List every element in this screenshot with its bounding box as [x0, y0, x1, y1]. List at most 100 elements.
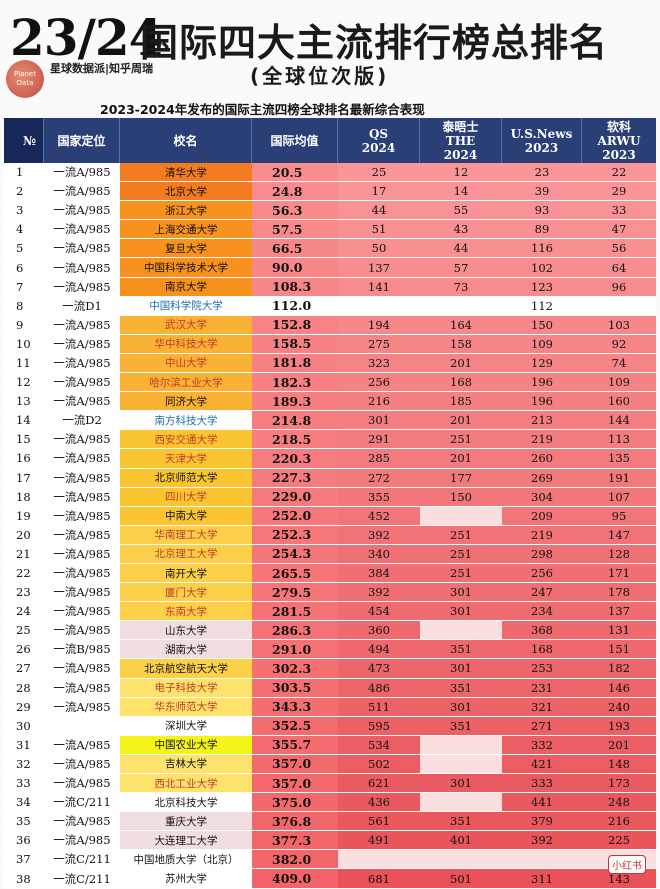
cell-arwu: 160 [582, 392, 656, 411]
cell-school: 中国科学院大学 [120, 296, 252, 315]
cell-avg: 220.3 [252, 449, 338, 468]
cell-rank: 31 [4, 735, 44, 754]
cell-qs: 50 [338, 239, 420, 258]
cell-us: 247 [502, 583, 582, 602]
table-row: 36 一流A/985 大连理工大学 377.3 491 401 392 225 [4, 831, 656, 851]
column-header-the: 泰晤士 THE 2024 [420, 118, 502, 163]
cell-us: 332 [502, 735, 582, 754]
cell-the: 14 [420, 182, 502, 201]
cell-school: 苏州大学 [120, 869, 252, 888]
cell-us: 39 [502, 182, 582, 201]
cell-us: 421 [502, 754, 582, 773]
cell-qs: 272 [338, 468, 420, 487]
cell-qs: 452 [338, 506, 420, 525]
cell-type: 一流A/985 [44, 373, 120, 392]
cell-qs: 534 [338, 735, 420, 754]
cell-avg: 229.0 [252, 487, 338, 506]
cell-rank: 38 [4, 869, 44, 888]
cell-the: 158 [420, 334, 502, 353]
cell-qs: 216 [338, 392, 420, 411]
cell-school: 西北工业大学 [120, 774, 252, 793]
table-row: 20 一流A/985 华南理工大学 252.3 392 251 219 147 [4, 525, 656, 545]
cell-type: 一流A/985 [44, 163, 120, 182]
cell-qs: 291 [338, 430, 420, 449]
column-header-qs: QS 2024 [338, 118, 420, 163]
cell-the: 251 [420, 563, 502, 583]
ranking-table: № 国家定位 校名 国际均值 QS 2024 泰晤士 THE 2024 U.S.… [4, 118, 656, 889]
cell-us: 253 [502, 659, 582, 678]
page-subtitle: (全球位次版) [250, 64, 390, 88]
cell-rank: 27 [4, 659, 44, 678]
table-row: 34 一流C/211 北京科技大学 375.0 436 441 248 [4, 793, 656, 813]
cell-type: 一流A/985 [44, 659, 120, 678]
cell-arwu: 103 [582, 315, 656, 334]
brand-label: 星球数据派|知乎周瑞 [50, 62, 154, 75]
cell-arwu: 248 [582, 793, 656, 812]
cell-arwu: 178 [582, 583, 656, 602]
cell-rank: 10 [4, 334, 44, 353]
table-row: 18 一流A/985 四川大学 229.0 355 150 304 107 [4, 487, 656, 507]
cell-qs: 384 [338, 563, 420, 583]
cell-avg: 112.0 [252, 296, 338, 315]
cell-avg: 303.5 [252, 678, 338, 697]
cell-us: 231 [502, 678, 582, 697]
cell-arwu: 146 [582, 678, 656, 697]
cell-avg: 357.0 [252, 754, 338, 773]
cell-type: 一流A/985 [44, 239, 120, 258]
cell-the: 44 [420, 239, 502, 258]
table-row: 3 一流A/985 浙江大学 56.3 44 55 93 33 [4, 201, 656, 221]
cell-the: 251 [420, 525, 502, 544]
cell-the [420, 754, 502, 773]
cell-rank: 2 [4, 182, 44, 201]
cell-avg: 57.5 [252, 220, 338, 239]
cell-qs: 141 [338, 277, 420, 296]
cell-arwu: 144 [582, 411, 656, 430]
cell-the: 201 [420, 449, 502, 468]
cell-type: 一流A/985 [44, 487, 120, 506]
cell-qs: 502 [338, 754, 420, 773]
cell-school: 华东师范大学 [120, 697, 252, 716]
arwu-year: 2023 [602, 147, 636, 162]
cell-arwu: 29 [582, 182, 656, 201]
cell-avg: 376.8 [252, 812, 338, 831]
cell-avg: 357.0 [252, 774, 338, 793]
cell-qs: 392 [338, 583, 420, 602]
cell-avg: 252.3 [252, 525, 338, 544]
cell-the: 185 [420, 392, 502, 411]
cell-the: 301 [420, 697, 502, 716]
cell-qs: 340 [338, 544, 420, 563]
cell-qs: 360 [338, 621, 420, 640]
cell-arwu: 137 [582, 602, 656, 621]
cell-type: 一流A/985 [44, 201, 120, 220]
cell-arwu: 182 [582, 659, 656, 678]
cell-type: 一流C/211 [44, 869, 120, 888]
table-row: 1 一流A/985 清华大学 20.5 25 12 23 22 [4, 163, 656, 183]
cell-type: 一流C/211 [44, 850, 120, 869]
table-row: 10 一流A/985 华中科技大学 158.5 275 158 109 92 [4, 334, 656, 354]
cell-avg: 265.5 [252, 563, 338, 583]
cell-qs: 137 [338, 258, 420, 277]
cell-school: 中国科学技术大学 [120, 258, 252, 277]
cell-arwu: 201 [582, 735, 656, 754]
cell-us: 213 [502, 411, 582, 430]
cell-rank: 34 [4, 793, 44, 812]
cell-us: 256 [502, 563, 582, 583]
cell-us: 271 [502, 716, 582, 735]
cell-the: 150 [420, 487, 502, 506]
cell-the: 301 [420, 583, 502, 602]
cell-avg: 56.3 [252, 201, 338, 220]
qs-label: QS [368, 126, 389, 141]
cell-rank: 24 [4, 602, 44, 621]
table-row: 37 一流C/211 中国地质大学（北京） 382.0 [4, 850, 656, 870]
cell-the: 251 [420, 544, 502, 563]
cell-type: 一流A/985 [44, 602, 120, 621]
cell-type: 一流A/985 [44, 506, 120, 525]
cell-type: 一流B/985 [44, 640, 120, 659]
cell-type: 一流A/985 [44, 258, 120, 277]
cell-school: 北京师范大学 [120, 468, 252, 487]
cell-avg: 281.5 [252, 602, 338, 621]
table-caption: 2023-2024年发布的国际主流四榜全球排名最新综合表现 [100, 102, 425, 117]
cell-arwu: 148 [582, 754, 656, 773]
cell-arwu: 147 [582, 525, 656, 544]
cell-avg: 24.8 [252, 182, 338, 201]
